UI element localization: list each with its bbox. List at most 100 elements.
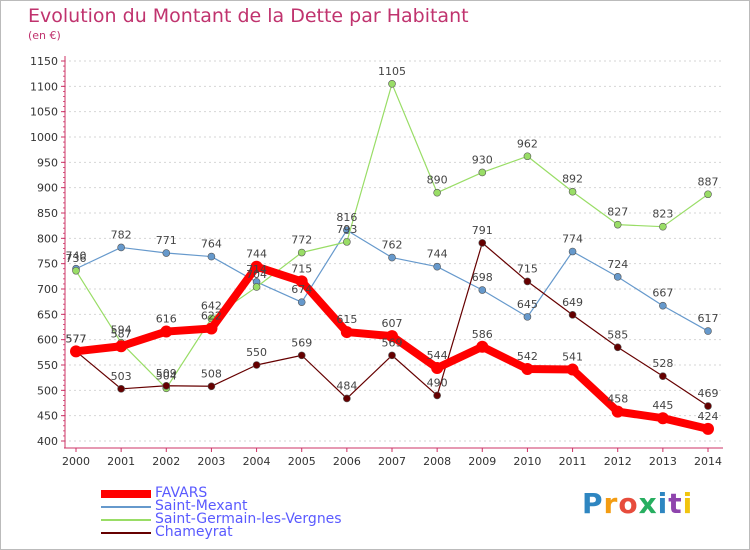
data-label: 782: [111, 228, 132, 241]
data-point: [613, 220, 622, 229]
data-label: 490: [427, 376, 448, 389]
legend-item: FAVARS: [101, 485, 401, 503]
data-point: [704, 402, 712, 410]
data-label: 645: [517, 298, 538, 311]
data-point: [568, 311, 577, 319]
data-point: [388, 80, 396, 88]
data-labels: 740 782 771 764 714 674 816 762 744 698 645 774 724 6…: [66, 65, 719, 423]
data-label: 642: [201, 299, 222, 312]
data-point: [297, 351, 306, 360]
y-tick-label: 950: [37, 156, 58, 169]
x-tick-label: 2008: [423, 455, 451, 468]
y-tick-label: 450: [37, 410, 58, 423]
data-point: [523, 313, 532, 321]
data-point: [523, 277, 532, 286]
data-label: 715: [291, 262, 312, 275]
data-point: [659, 372, 667, 380]
data-label: 892: [562, 173, 583, 186]
data-point: [70, 345, 82, 358]
data-point: [431, 362, 444, 375]
data-label: 503: [111, 370, 132, 383]
chart-subtitle: (en €): [28, 29, 61, 42]
data-label: 930: [472, 153, 493, 166]
data-point: [72, 266, 80, 275]
y-tick-label: 500: [37, 384, 58, 397]
y-tick-label: 1050: [30, 106, 58, 119]
data-label: 740: [66, 250, 87, 263]
x-tick-label: 2009: [468, 455, 496, 468]
data-label: 762: [382, 239, 403, 252]
y-tick-label: 700: [37, 283, 58, 296]
data-label: 649: [562, 296, 583, 309]
data-label: 774: [562, 233, 583, 246]
line-chart: 400 450 500 550 600 650 700 750 800 850 900 950 1000…: [30, 55, 723, 468]
data-point: [478, 286, 487, 294]
data-point: [205, 322, 218, 335]
data-point: [343, 238, 351, 246]
data-label: 508: [201, 367, 222, 380]
y-tick-label: 1150: [30, 55, 58, 68]
data-point: [250, 260, 263, 273]
y-tick-label: 1000: [30, 131, 58, 144]
y-axis: 400 450 500 550 600 650 700 750 800 850 900 950 1000…: [30, 55, 66, 448]
data-label: 585: [607, 328, 628, 341]
data-label: 771: [156, 234, 177, 247]
data-point: [117, 385, 125, 393]
logo-letter: x: [638, 487, 658, 520]
data-point: [297, 298, 306, 306]
data-label: 458: [607, 393, 628, 406]
y-tick-label: 1100: [30, 80, 58, 93]
data-point: [252, 361, 261, 369]
data-point: [478, 168, 487, 177]
data-point: [476, 340, 489, 353]
series-lines: [70, 80, 714, 435]
data-label: 577: [66, 332, 87, 345]
data-label: 962: [517, 137, 538, 150]
legend-label: Saint-Germain-les-Vergnes: [155, 511, 342, 527]
data-label: 615: [336, 313, 357, 326]
data-label: 504: [156, 369, 177, 382]
data-label: 827: [607, 206, 628, 219]
data-point: [386, 330, 398, 343]
data-point: [433, 262, 441, 271]
x-tick-label: 2013: [649, 455, 677, 468]
data-point: [613, 343, 622, 352]
data-point: [160, 325, 173, 338]
data-label: 617: [698, 312, 719, 325]
data-label: 714: [246, 263, 267, 276]
proxiti-logo: Proxiti: [582, 487, 693, 520]
data-point: [162, 249, 171, 257]
data-point: [702, 422, 714, 435]
x-tick-label: 2005: [288, 455, 316, 468]
data-point: [566, 363, 579, 376]
data-label: 793: [336, 223, 357, 236]
data-label: 715: [517, 262, 538, 275]
data-label: 1105: [378, 65, 406, 78]
y-tick-label: 550: [37, 359, 58, 372]
x-tick-label: 2011: [559, 455, 587, 468]
x-tick-label: 2004: [243, 455, 271, 468]
x-tick-label: 2002: [152, 455, 180, 468]
data-label: 607: [382, 317, 403, 330]
data-label: 744: [427, 248, 448, 261]
x-tick-label: 2010: [513, 455, 541, 468]
data-label: 887: [698, 175, 719, 188]
data-label: 823: [652, 208, 673, 221]
data-label: 484: [336, 379, 357, 392]
y-tick-label: 600: [37, 334, 58, 347]
data-point: [613, 273, 622, 281]
data-point: [478, 239, 487, 247]
x-tick-label: 2006: [333, 455, 361, 468]
data-point: [252, 283, 261, 291]
data-point: [611, 405, 624, 418]
y-tick-label: 750: [37, 258, 58, 271]
data-label: 550: [246, 346, 267, 359]
legend-swatch: [101, 519, 151, 521]
y-tick-label: 850: [37, 207, 58, 220]
legend-label: Saint-Mexant: [155, 498, 248, 514]
data-label: 542: [517, 350, 538, 363]
data-point: [162, 381, 171, 390]
data-label: 764: [201, 238, 222, 251]
data-label: 469: [698, 387, 719, 400]
x-tick-label: 2003: [197, 455, 225, 468]
